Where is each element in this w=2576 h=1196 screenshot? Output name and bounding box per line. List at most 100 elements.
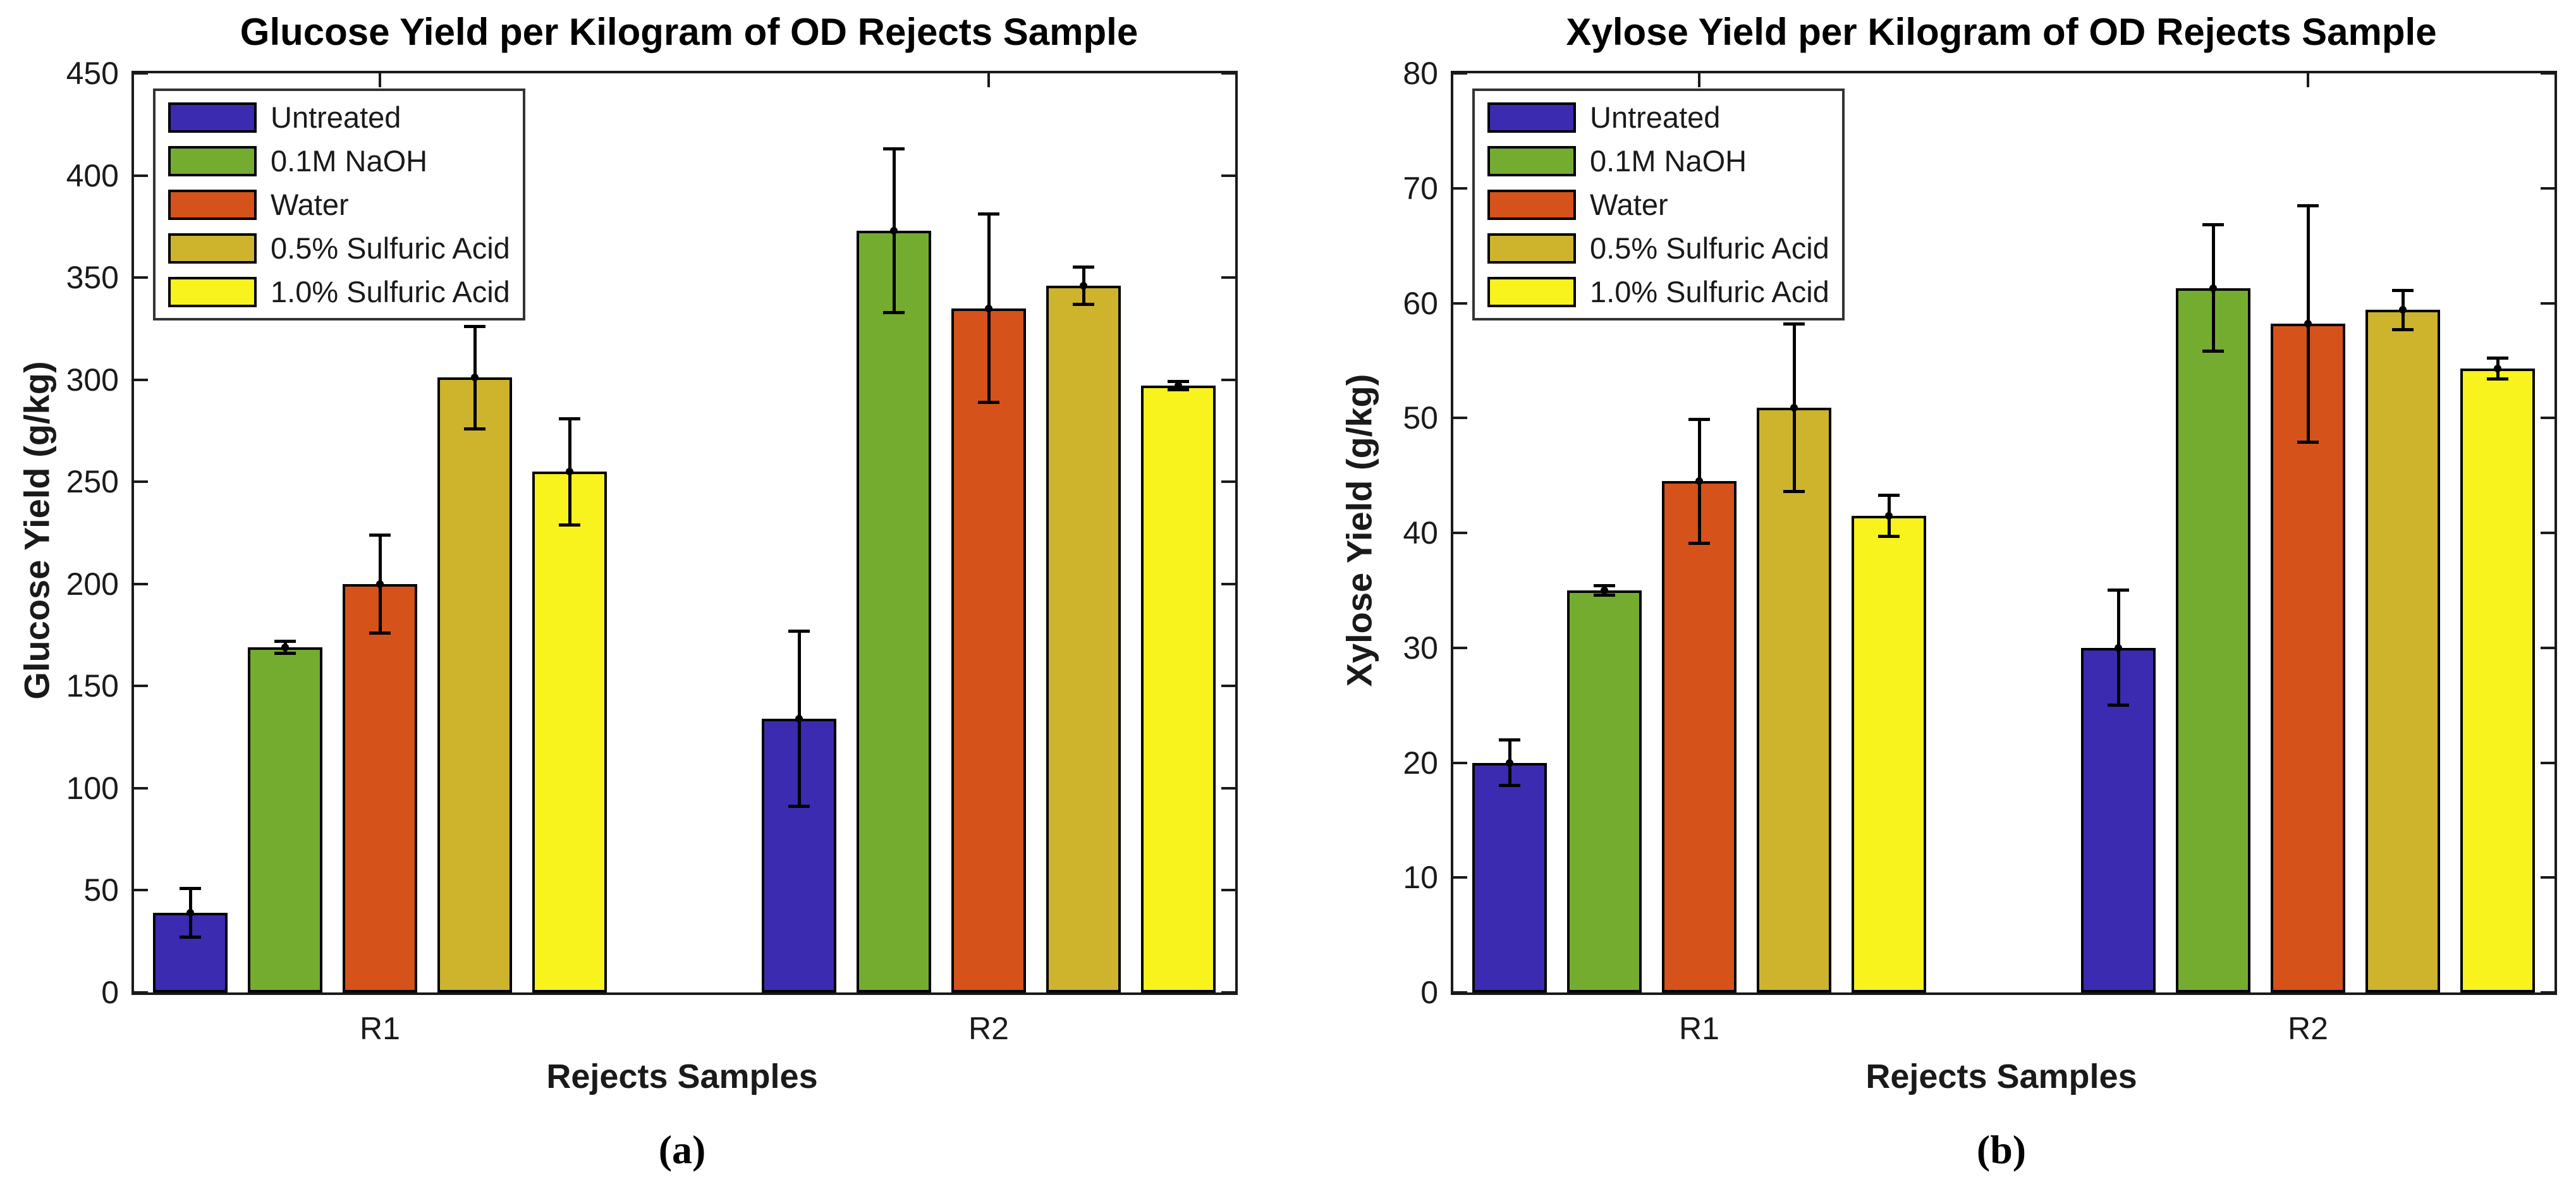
error-bar-cap [180,936,201,939]
error-bar-cap [1688,417,1710,421]
error-bar-cap [1688,541,1710,545]
bar-r1-series1 [1567,590,1642,992]
bar-r2-series2 [951,308,1026,992]
xylose-chart-panel: Xylose Yield per Kilogram of OD Rejects … [1288,0,2576,1196]
error-bar-cap [1783,490,1805,494]
error-bar-cap [369,533,391,537]
chart-title-xylose: Xylose Yield per Kilogram of OD Rejects … [1566,11,2437,53]
legend-item: Water [1487,187,1829,222]
y-tick-label: 60 [1403,285,1438,321]
error-bar-center-dot [2115,644,2122,652]
y-tick-mark [1221,480,1235,484]
y-tick-mark [134,276,148,279]
y-tick-mark [134,582,148,585]
y-tick-mark [1221,685,1235,688]
error-bar-cap [2297,204,2319,207]
y-tick-label: 50 [1403,400,1438,436]
error-bar-center-dot [2304,320,2312,328]
y-tick-mark [1453,72,1467,75]
bar-r1-series4 [532,472,607,992]
error-bar-cap [274,639,296,643]
legend-item: Untreated [1487,100,1829,135]
x-tick-label: R2 [968,1011,1009,1046]
error-bar-cap [1073,265,1094,269]
error-bar-cap [274,652,296,656]
legend-label: 0.5% Sulfuric Acid [1590,231,1829,265]
error-bar-cap [1594,593,1615,597]
error-bar-center-dot [2399,306,2407,314]
chart-title-glucose: Glucose Yield per Kilogram of OD Rejects… [240,11,1138,53]
error-bar-cap [2108,704,2129,707]
subfigure-caption-b: (b) [1976,1127,2027,1172]
error-bar-cap [1594,584,1615,588]
y-tick-mark [134,991,148,994]
y-tick-mark [1453,876,1467,879]
error-bar-center-dot [890,226,898,235]
error-bar-center-dot [985,304,992,312]
error-bar-cap [464,427,485,430]
bar-r1-series1 [248,647,322,992]
y-tick-label: 150 [66,668,119,704]
x-tick-label: R1 [360,1011,400,1046]
y-tick-mark [1453,761,1467,764]
legend-item: Untreated [168,100,510,135]
legend-item: 0.1M NaOH [1487,143,1829,178]
y-tick-mark [2541,417,2555,420]
y-tick-label: 0 [101,975,119,1010]
y-tick-mark [2541,72,2555,75]
error-bar-cap [978,212,999,216]
legend-label: 0.5% Sulfuric Acid [271,231,510,265]
y-tick-mark [1221,582,1235,585]
legend-swatch [168,189,257,220]
glucose-chart-panel: Glucose Yield per Kilogram of OD Rejects… [17,11,1238,1172]
error-bar-cap [180,886,201,890]
error-bar-center-dot [2209,284,2217,292]
legend-label: 0.1M NaOH [1590,144,1747,178]
x-axis-label-glucose: Rejects Samples [546,1058,818,1095]
bar-r2-series3 [1046,286,1121,992]
y-tick-mark [1221,786,1235,790]
y-tick-mark [134,786,148,790]
y-tick-mark [1453,646,1467,649]
y-tick-label: 30 [1403,630,1438,666]
y-tick-mark [1453,186,1467,190]
error-bar-cap [788,805,810,809]
error-bar-center-dot [2494,365,2501,373]
y-tick-mark [1221,991,1235,994]
legend-item: 0.5% Sulfuric Acid [168,231,510,265]
error-bar-cap [559,417,580,420]
x-tick-mark [379,73,381,87]
error-bar-center-dot [566,468,573,476]
error-bar-center-dot [281,643,289,651]
y-tick-label: 400 [66,157,119,193]
error-bar-cap [369,631,391,635]
y-tick-mark [2541,186,2555,190]
legend-item: 1.0% Sulfuric Acid [168,274,510,309]
y-tick-label: 450 [66,56,119,91]
y-tick-mark [2541,302,2555,305]
error-bar-cap [2202,350,2224,353]
error-bar-cap [1168,380,1189,384]
legend-swatch [168,233,257,264]
y-tick-mark [1453,302,1467,305]
legend-swatch [1487,189,1576,220]
y-tick-mark [1221,72,1235,75]
legend-label: Water [271,188,349,221]
y-tick-label: 100 [66,770,119,806]
error-bar-center-dot [1506,759,1513,767]
error-bar-center-dot [471,374,479,382]
error-bar-cap [2108,589,2129,592]
bar-r2-series1 [2176,288,2250,992]
y-tick-mark [1453,532,1467,534]
bar-r1-series3 [1757,407,1831,992]
error-bar-cap [2487,357,2508,360]
y-tick-mark [134,685,148,688]
legend-swatch [1487,276,1576,307]
error-bar-cap [2487,377,2508,381]
y-tick-label: 0 [1420,975,1438,1010]
error-bar-cap [1878,534,1900,538]
bar-r1-series3 [437,377,512,992]
error-bar-center-dot [1175,382,1182,390]
error-bar-center-dot [1080,282,1087,290]
